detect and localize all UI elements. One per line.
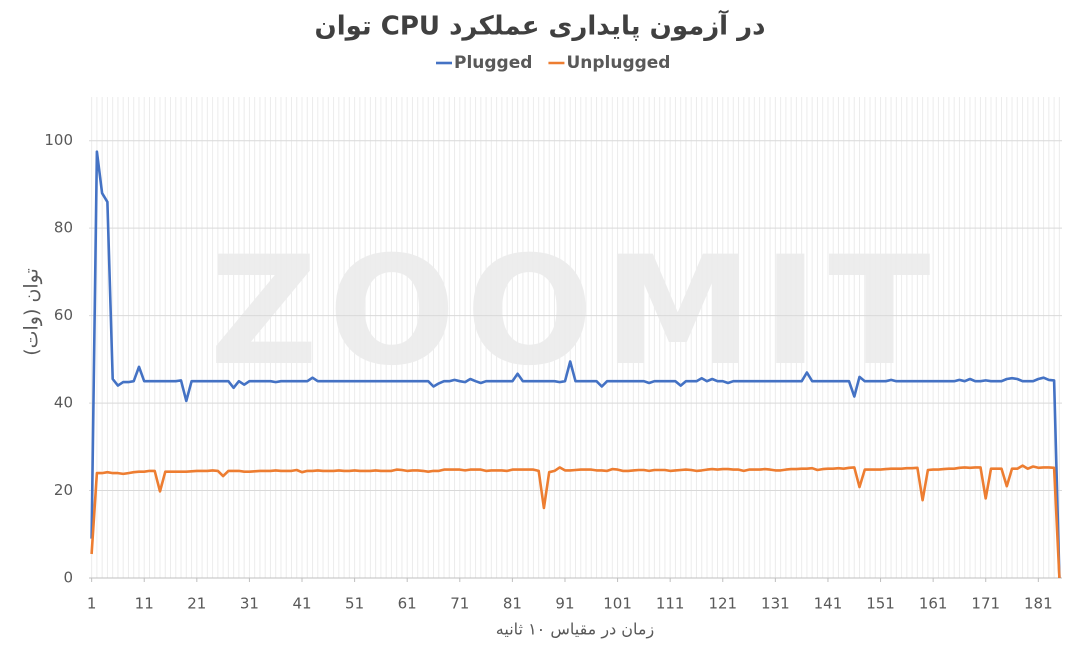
x-tick-label: 41 [292,595,311,613]
data-line [90,150,1061,579]
y-axis-label: توان (وات) [21,268,43,356]
x-axis-label: زمان در مقیاس ۱۰ ثانیه [496,620,654,640]
y-tick-label: 100 [44,131,73,149]
x-tick-label: 151 [866,595,895,613]
x-tick-label: 161 [919,595,948,613]
x-tick-label: 111 [656,595,685,613]
x-tick-label: 131 [761,595,790,613]
x-tick-label: 51 [345,595,364,613]
x-tick-label: 11 [135,595,154,613]
y-tick-label: 80 [54,219,73,237]
legend-label: Unplugged [566,53,670,73]
x-tick-label: 181 [1024,595,1053,613]
legend-label: Plugged [454,53,532,73]
x-tick-label: 31 [240,595,259,613]
x-tick-label: 91 [555,595,574,613]
y-tick-label: 60 [54,306,73,324]
x-tick-label: 1 [87,595,97,613]
x-tick-label: 71 [450,595,469,613]
data-line [90,464,1061,579]
y-tick-label: 40 [54,394,73,412]
x-tick-label: 61 [398,595,417,613]
y-tick-label: 20 [54,481,73,499]
x-tick-label: 121 [708,595,737,613]
x-tick-label: 171 [971,595,1000,613]
y-tick-label: 0 [63,569,73,587]
x-tick-label: 101 [603,595,632,613]
chart-title: توان CPU در آزمون پایداری عملکرد [315,10,766,42]
x-tick-label: 81 [503,595,522,613]
x-tick-label: 141 [814,595,843,613]
legend: Plugged Unplugged [436,53,670,73]
x-tick-label: 21 [187,595,206,613]
